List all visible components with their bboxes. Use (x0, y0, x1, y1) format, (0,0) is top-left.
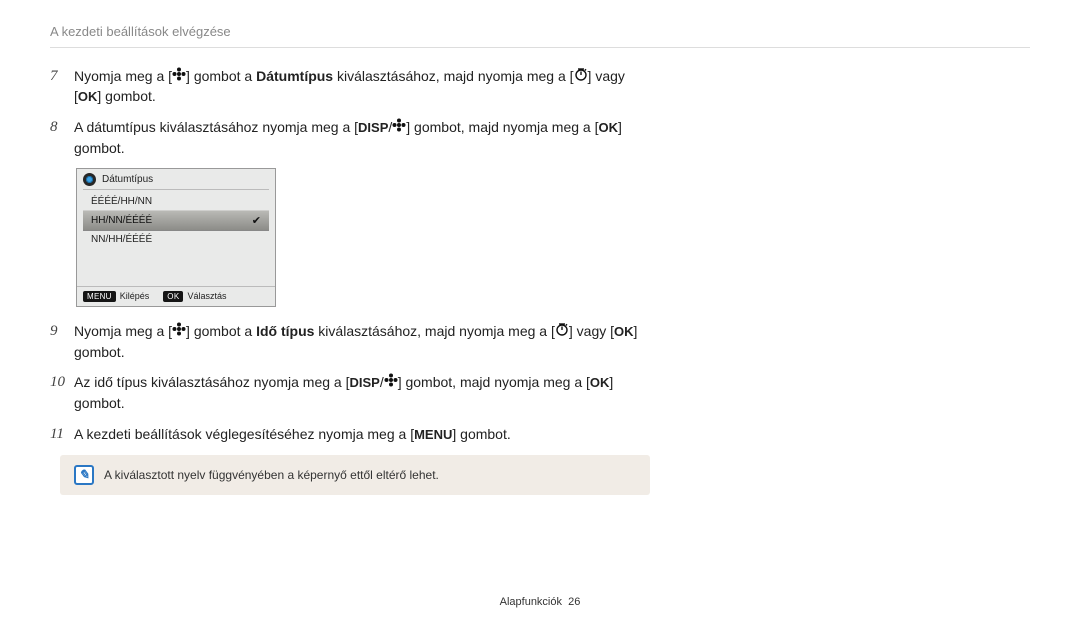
lcd-title: Dátumtípus (102, 174, 153, 185)
flower-icon (392, 118, 406, 132)
disp-icon: DISP (349, 375, 379, 390)
step-8: 8 A dátumtípus kiválasztásához nyomja me… (50, 117, 640, 158)
menu-icon: MENU (414, 427, 452, 442)
ok-icon: OK (78, 89, 98, 104)
flower-icon (384, 373, 398, 387)
step-11: 11 A kezdeti beállítások véglegesítéséhe… (50, 424, 640, 446)
step-number: 9 (50, 321, 74, 362)
lens-icon (83, 173, 96, 186)
info-icon: ✎ (74, 465, 94, 485)
step-body: Nyomja meg a [] gombot a Idő típus kivál… (74, 321, 640, 362)
bold-term: Dátumtípus (256, 68, 333, 84)
step-9: 9 Nyomja meg a [] gombot a Idő típus kiv… (50, 321, 640, 362)
step-list: 7 Nyomja meg a [] gombot a Dátumtípus ki… (50, 66, 640, 445)
lcd-option: ÉÉÉÉ/HH/NN (83, 193, 269, 211)
step-number: 10 (50, 372, 74, 413)
step-body: A kezdeti beállítások véglegesítéséhez n… (74, 424, 640, 446)
flower-icon (172, 322, 186, 336)
ok-icon: OK (590, 375, 610, 390)
step-number: 8 (50, 117, 74, 158)
lcd-footer: MENUKilépés OKVálasztás (77, 286, 275, 306)
timer-icon (555, 322, 569, 336)
page-footer: Alapfunkciók 26 (0, 596, 1080, 608)
info-note: ✎ A kiválasztott nyelv függvényében a ké… (60, 455, 650, 495)
step-7: 7 Nyomja meg a [] gombot a Dátumtípus ki… (50, 66, 640, 107)
check-icon: ✔ (252, 214, 261, 227)
step-body: Az idő típus kiválasztásához nyomja meg … (74, 372, 640, 413)
ok-icon: OK (598, 120, 618, 135)
disp-icon: DISP (358, 120, 388, 135)
step-number: 7 (50, 66, 74, 107)
menu-tag: MENU (83, 291, 116, 302)
page-header: A kezdeti beállítások elvégzése (50, 24, 1030, 48)
step-number: 11 (50, 424, 74, 446)
note-text: A kiválasztott nyelv függvényében a képe… (104, 468, 439, 482)
timer-icon (574, 67, 588, 81)
flower-icon (172, 67, 186, 81)
lcd-option: NN/HH/ÉÉÉÉ (83, 231, 269, 248)
lcd-screenshot: Dátumtípus ÉÉÉÉ/HH/NN HH/NN/ÉÉÉÉ ✔ NN/HH… (76, 168, 276, 307)
ok-tag: OK (163, 291, 183, 302)
step-body: A dátumtípus kiválasztásához nyomja meg … (74, 117, 640, 158)
step-body: Nyomja meg a [] gombot a Dátumtípus kivá… (74, 66, 640, 107)
bold-term: Idő típus (256, 323, 314, 339)
lcd-option-selected: HH/NN/ÉÉÉÉ ✔ (83, 211, 269, 231)
ok-icon: OK (614, 324, 634, 339)
step-10: 10 Az idő típus kiválasztásához nyomja m… (50, 372, 640, 413)
